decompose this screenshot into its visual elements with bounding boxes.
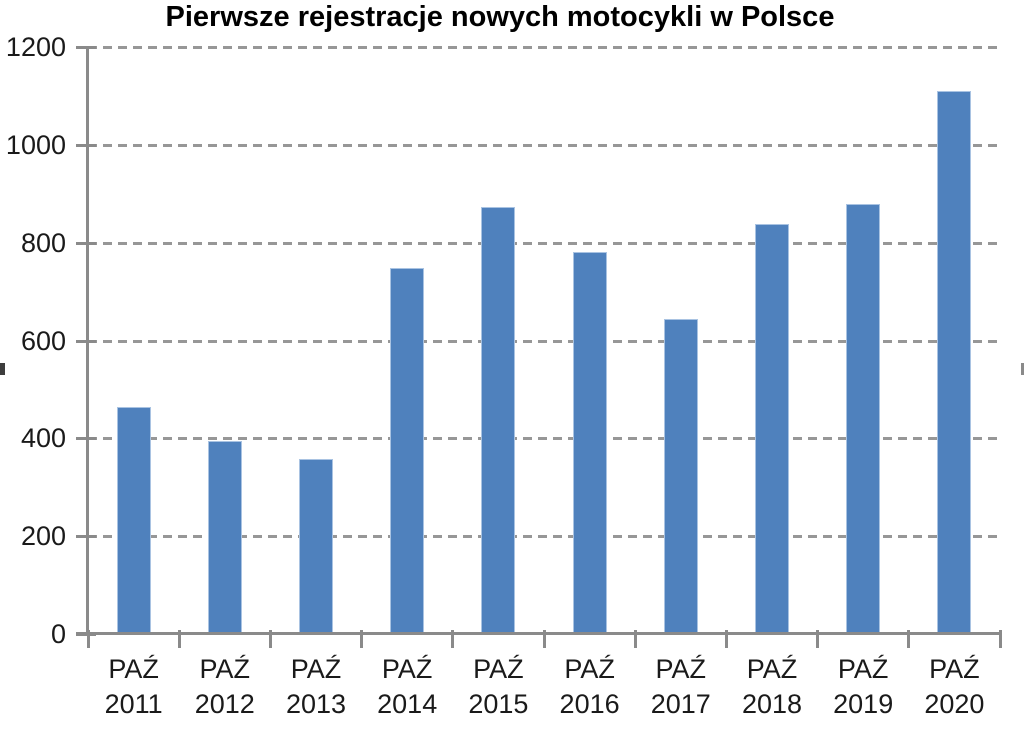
x-label-year: 2012 bbox=[194, 689, 255, 719]
y-tick-0 bbox=[76, 633, 96, 636]
y-tick-400 bbox=[76, 437, 96, 441]
bar-2016 bbox=[572, 252, 607, 634]
gridline-1200 bbox=[88, 46, 1000, 49]
y-axis-label-0: 0 bbox=[50, 619, 66, 649]
x-label-month: PAŹ bbox=[290, 654, 342, 684]
x-axis-line bbox=[76, 632, 1002, 635]
chart-title: Pierwsze rejestracje nowych motocykli w … bbox=[165, 1, 835, 33]
bar-2013 bbox=[299, 459, 333, 634]
x-label-month: PAŹ bbox=[837, 654, 889, 684]
x-label-month: PAŹ bbox=[473, 654, 524, 684]
x-label-year: 2017 bbox=[650, 689, 711, 719]
x-axis-label-2012: PAŹ 2012 bbox=[179, 652, 271, 722]
x-axis-label-2017: PAŹ 2017 bbox=[635, 652, 727, 722]
x-tick-5 bbox=[542, 630, 546, 648]
x-axis-label-2013: PAŹ 2013 bbox=[270, 652, 362, 722]
x-axis-label-2019: PAŹ 2019 bbox=[817, 652, 909, 722]
bar-2014 bbox=[390, 268, 425, 634]
x-label-month: PAŹ bbox=[655, 654, 707, 684]
x-axis-label-2014: PAŹ 2014 bbox=[361, 652, 453, 722]
bar-2012 bbox=[207, 440, 242, 634]
x-axis-label-2018: PAŹ 2018 bbox=[726, 652, 818, 722]
left-edge-artifact bbox=[0, 363, 5, 375]
bar-2018 bbox=[755, 223, 789, 634]
y-tick-200 bbox=[76, 535, 96, 539]
x-label-year: 2011 bbox=[104, 689, 163, 719]
bar-2017 bbox=[663, 318, 698, 634]
x-tick-1 bbox=[177, 630, 181, 648]
y-axis-label-400: 400 bbox=[20, 423, 66, 454]
bar-2015 bbox=[481, 206, 516, 634]
x-label-month: PAŹ bbox=[199, 654, 251, 684]
x-tick-2 bbox=[268, 630, 272, 648]
gridline-400 bbox=[88, 437, 1000, 441]
x-label-year: 2018 bbox=[741, 689, 803, 719]
x-tick-4 bbox=[451, 630, 455, 648]
x-axis-label-2016: PAŹ 2016 bbox=[544, 652, 636, 722]
x-label-month: PAŹ bbox=[564, 654, 615, 684]
right-edge-artifact bbox=[1021, 363, 1024, 375]
x-label-year: 2014 bbox=[377, 689, 438, 719]
gridline-600 bbox=[88, 339, 1000, 343]
y-axis-label-600: 600 bbox=[20, 325, 66, 356]
x-tick-9 bbox=[907, 630, 911, 648]
x-label-month: PAŹ bbox=[381, 654, 433, 684]
x-tick-10 bbox=[998, 630, 1002, 648]
x-label-year: 2015 bbox=[468, 689, 529, 719]
x-label-month: PAŹ bbox=[929, 654, 980, 684]
y-axis-label-800: 800 bbox=[20, 227, 66, 258]
x-label-year: 2019 bbox=[833, 689, 894, 719]
y-axis-label-1000: 1000 bbox=[5, 129, 66, 160]
bar-2011 bbox=[116, 406, 151, 634]
x-axis-label-2020: PAŹ 2020 bbox=[908, 652, 1000, 722]
gridline-1000 bbox=[88, 143, 1000, 147]
bar-2020 bbox=[937, 91, 972, 634]
x-axis-label-2015: PAŹ 2015 bbox=[452, 652, 544, 722]
x-tick-7 bbox=[724, 630, 728, 648]
x-label-month: PAŹ bbox=[746, 654, 798, 684]
y-tick-800 bbox=[76, 241, 96, 245]
y-tick-1000 bbox=[76, 143, 96, 147]
bar-2019 bbox=[846, 203, 881, 634]
gridline-800 bbox=[88, 241, 1000, 245]
x-tick-0 bbox=[86, 630, 90, 648]
plot-area bbox=[88, 46, 1000, 634]
y-tick-600 bbox=[76, 339, 96, 343]
x-label-month: PAŹ bbox=[108, 654, 159, 684]
x-tick-8 bbox=[816, 630, 820, 648]
x-axis-label-2011: PAŹ 2011 bbox=[88, 652, 180, 722]
x-tick-3 bbox=[360, 630, 364, 648]
y-tick-1200 bbox=[76, 46, 96, 49]
x-tick-6 bbox=[633, 630, 637, 648]
y-axis-label-1200: 1200 bbox=[5, 32, 66, 62]
x-label-year: 2013 bbox=[285, 689, 347, 719]
x-label-year: 2016 bbox=[559, 689, 620, 719]
x-label-year: 2020 bbox=[924, 689, 985, 719]
gridline-200 bbox=[88, 535, 1000, 539]
y-axis-label-200: 200 bbox=[20, 521, 66, 552]
